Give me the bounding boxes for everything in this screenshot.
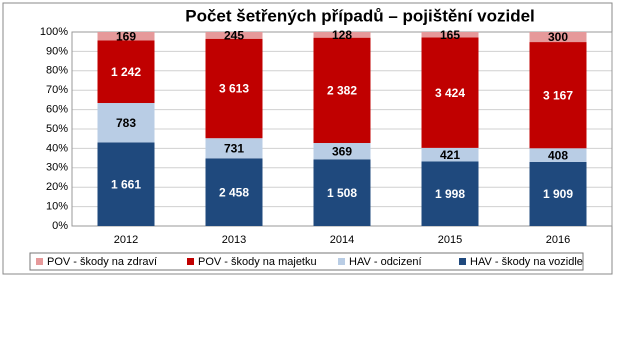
bar-segment: [421, 37, 479, 148]
legend-label: HAV - odcizení: [349, 256, 422, 268]
y-tick-label: 60%: [46, 104, 68, 116]
legend-swatch: [338, 258, 345, 265]
data-label: 128: [332, 28, 352, 42]
data-label: 3 424: [435, 86, 465, 100]
bar-segment: [313, 159, 371, 226]
y-tick-label: 80%: [46, 65, 68, 77]
data-label: 300: [548, 30, 568, 44]
data-label: 1 242: [111, 65, 141, 79]
y-tick-label: 50%: [46, 123, 68, 135]
data-label: 1 508: [327, 186, 357, 200]
bar-segment: [205, 32, 263, 39]
x-tick-label: 2016: [546, 234, 570, 246]
chart-title: Počet šetřených případů – pojištění vozi…: [185, 6, 535, 25]
y-tick-label: 0%: [52, 220, 68, 232]
data-label: 165: [440, 28, 460, 42]
legend-label: POV - škody na zdraví: [47, 256, 157, 268]
y-tick-label: 20%: [46, 181, 68, 193]
bar-segment: [97, 103, 155, 143]
bar-segment: [421, 32, 479, 38]
data-label: 408: [548, 148, 568, 162]
y-tick-label: 90%: [46, 45, 68, 57]
legend-box: [29, 252, 584, 271]
x-tick-label: 2013: [222, 234, 246, 246]
bar-segment: [205, 138, 263, 159]
x-tick-label: 2015: [438, 234, 462, 246]
data-label: 1 998: [435, 187, 465, 201]
bar-segment: [97, 32, 155, 41]
bar-segment: [313, 37, 371, 143]
data-label: 421: [440, 148, 460, 162]
bar-segment: [529, 161, 587, 226]
bar-segment: [97, 142, 155, 226]
data-label: 3 613: [219, 82, 249, 96]
data-label: 3 167: [543, 88, 573, 102]
x-tick-label: 2012: [114, 234, 138, 246]
data-label: 783: [116, 116, 136, 130]
data-label: 2 458: [219, 185, 249, 199]
bar-segment: [313, 142, 371, 160]
data-label: 245: [224, 29, 244, 43]
y-tick-label: 70%: [46, 84, 68, 96]
bar-segment: [205, 38, 263, 139]
data-label: 169: [116, 29, 136, 43]
legend-label: HAV - škody na vozidle: [470, 256, 583, 268]
data-label: 2 382: [327, 84, 357, 98]
y-tick-label: 30%: [46, 162, 68, 174]
y-tick-label: 40%: [46, 142, 68, 154]
bar-segment: [205, 158, 263, 226]
data-label: 1 909: [543, 187, 573, 201]
y-tick-label: 100%: [40, 26, 68, 38]
bar-segment: [421, 147, 479, 162]
legend-swatch: [36, 258, 43, 265]
bar-segment: [529, 32, 587, 43]
data-label: 731: [224, 141, 244, 155]
y-tick-label: 10%: [46, 201, 68, 213]
data-label: 1 661: [111, 177, 141, 191]
legend-swatch: [187, 258, 194, 265]
chart-frame: [2, 2, 613, 275]
bar-segment: [313, 32, 371, 38]
bar-segment: [529, 148, 587, 162]
bar-segment: [97, 40, 155, 104]
bar-segment: [421, 161, 479, 226]
x-tick-label: 2014: [330, 234, 354, 246]
legend-swatch: [459, 258, 466, 265]
legend-label: POV - škody na majetku: [198, 256, 317, 268]
data-label: 369: [332, 144, 352, 158]
bar-segment: [529, 42, 587, 149]
